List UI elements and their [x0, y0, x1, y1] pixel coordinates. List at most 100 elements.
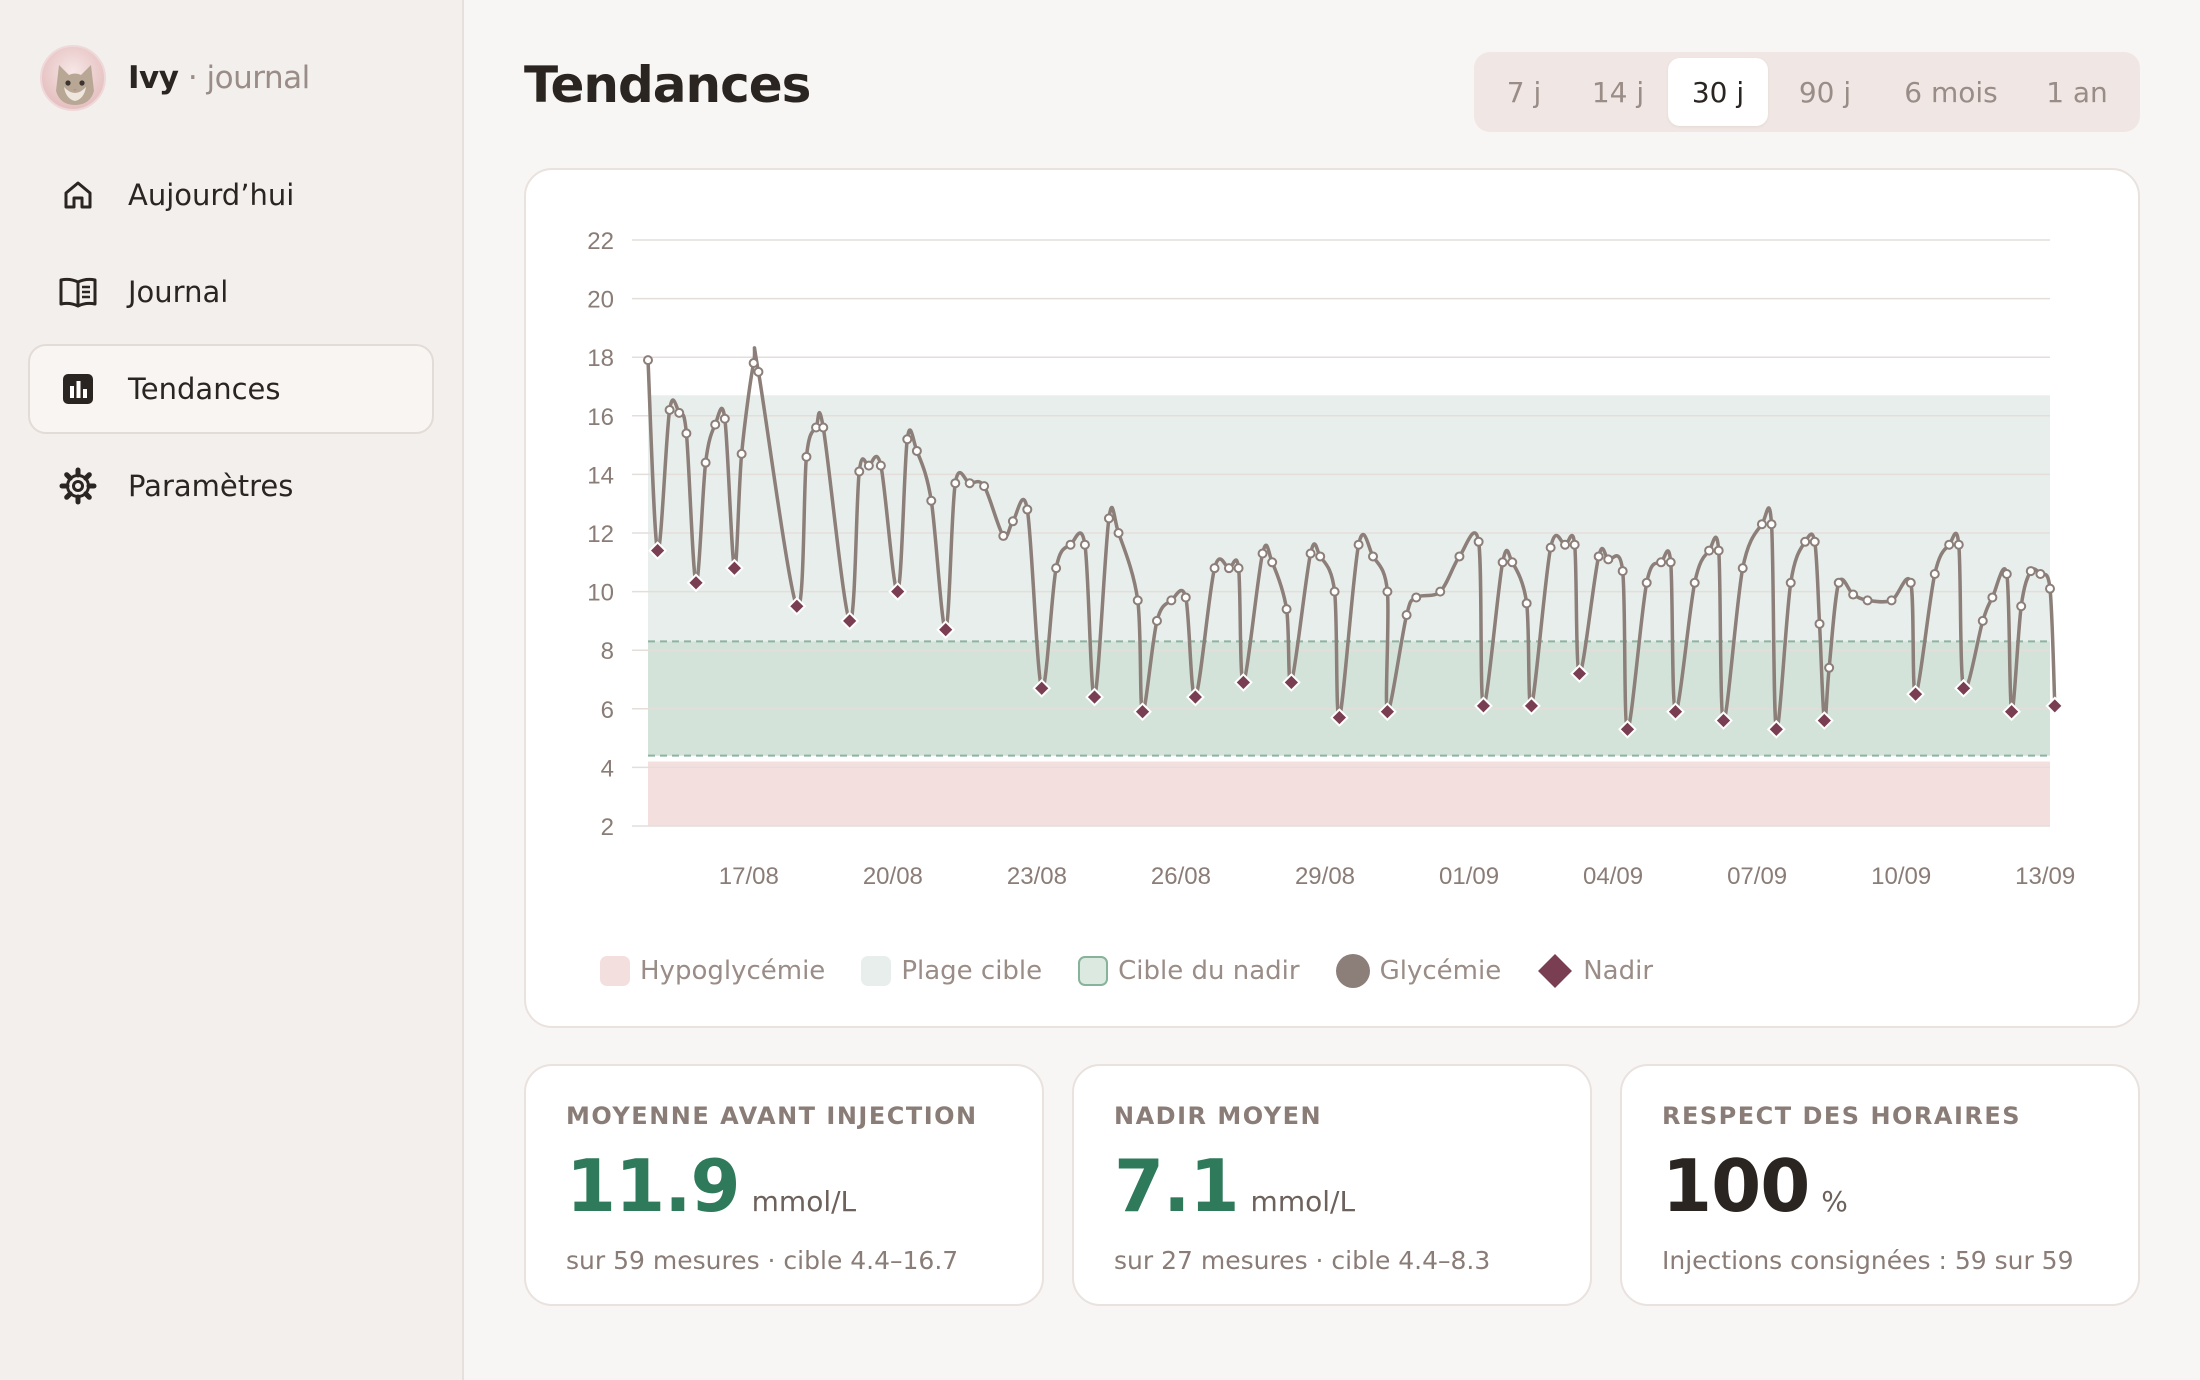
glucose-point	[1800, 536, 1811, 547]
bar-chart-icon	[58, 369, 98, 409]
glucose-point	[1223, 563, 1234, 574]
glucose-point	[736, 448, 747, 459]
y-tick-label: 2	[601, 814, 614, 841]
glucose-point	[1267, 557, 1278, 568]
glucose-point	[1051, 563, 1062, 574]
y-tick-label: 22	[587, 228, 614, 255]
glucose-point	[674, 407, 685, 418]
glucose-point	[875, 460, 886, 471]
x-tick-label: 20/08	[863, 863, 923, 890]
y-tick-label: 20	[587, 287, 614, 314]
glucose-point	[1507, 557, 1518, 568]
glucose-point	[1953, 539, 1964, 550]
glucose-point	[1656, 557, 1667, 568]
glucose-point	[1435, 586, 1446, 597]
glucose-point	[818, 422, 829, 433]
glucose-point	[1521, 598, 1532, 609]
sidebar-item-label: Tendances	[128, 372, 281, 406]
glucose-point	[1281, 604, 1292, 615]
x-tick-label: 23/08	[1007, 863, 1067, 890]
nadir-marker	[1474, 696, 1493, 716]
glucose-point	[1257, 548, 1268, 559]
glucose-point	[1560, 539, 1571, 550]
home-icon	[58, 175, 98, 215]
glucose-point	[700, 457, 711, 468]
glucose-point	[1987, 592, 1998, 603]
stat-unit: mmol/L	[751, 1185, 857, 1218]
range-90d-button[interactable]: 90 j	[1798, 75, 1852, 109]
glucose-point	[1737, 563, 1748, 574]
glucose-point	[1848, 589, 1859, 600]
nadir-marker	[648, 541, 668, 560]
legend-label: Plage cible	[901, 956, 1043, 986]
glucose-point	[1824, 662, 1835, 673]
glucose-point	[950, 478, 961, 489]
nadir-marker	[2002, 702, 2022, 722]
avatar[interactable]	[40, 45, 106, 111]
legend-label: Nadir	[1583, 956, 1654, 986]
page-title: Tendances	[524, 56, 811, 114]
glucose-point	[1665, 557, 1676, 568]
x-tick-label: 04/09	[1583, 863, 1643, 890]
x-tick-label: 29/08	[1295, 863, 1355, 890]
sidebar-item-today[interactable]: Aujourd’hui	[28, 150, 434, 240]
nadir-marker	[1329, 708, 1349, 728]
sidebar-item-label: Journal	[128, 275, 229, 309]
range-6m-button[interactable]: 6 mois	[1904, 75, 1998, 109]
glucose-point	[1022, 504, 1033, 515]
sidebar-item-label: Aujourd’hui	[128, 178, 295, 212]
glucose-point	[2001, 569, 2012, 580]
glucose-point	[681, 428, 692, 439]
glucose-point	[1209, 563, 1220, 574]
glucose-point	[1905, 577, 1916, 588]
legend-swatch-nadir-target	[1078, 956, 1109, 986]
glucose-point	[863, 460, 874, 471]
glucose-point	[1353, 539, 1364, 550]
glucose-point	[1329, 586, 1340, 597]
sidebar-nav: Aujourd’hui Journal Tendances	[28, 150, 434, 538]
nadir-marker	[1085, 687, 1104, 707]
range-1y-button[interactable]: 1 an	[2046, 75, 2108, 109]
nadir-marker	[888, 582, 908, 602]
glucose-point	[911, 445, 922, 456]
stat-label: NADIR MOYEN	[1114, 1102, 1323, 1130]
glucose-point	[1132, 595, 1143, 606]
chart-legend: Hypoglycémie Plage cible Cible du nadir …	[600, 954, 1689, 988]
glucose-point	[1411, 592, 1422, 603]
nadir-marker	[1281, 673, 1301, 692]
stat-card-avg-nadir: NADIR MOYEN 7.1 mmol/L sur 27 mesures · …	[1072, 1064, 1592, 1306]
x-tick-label: 26/08	[1151, 863, 1211, 890]
glucose-point	[1233, 563, 1244, 574]
glucose-point	[1833, 577, 1844, 588]
nadir-marker	[1714, 711, 1733, 730]
sidebar: Ivy · journal Aujourd’hui Journal Tendan…	[0, 0, 464, 1380]
glucose-point	[2045, 583, 2055, 594]
glucose-point	[1756, 519, 1767, 530]
gear-icon	[58, 466, 98, 506]
legend-swatch-target	[861, 956, 892, 986]
nadir-marker	[1522, 696, 1541, 716]
glucose-point	[1704, 545, 1715, 556]
sidebar-item-settings[interactable]: Paramètres	[28, 441, 434, 531]
nadir-marker	[1954, 678, 1973, 698]
range-7d-button[interactable]: 7 j	[1506, 75, 1542, 109]
sidebar-item-journal[interactable]: Journal	[28, 247, 434, 337]
glucose-point	[1689, 577, 1700, 588]
glucose-point	[979, 481, 990, 492]
nadir-marker	[1814, 711, 1834, 730]
app-name: Ivy	[128, 60, 179, 96]
range-30d-button[interactable]: 30 j	[1668, 58, 1768, 126]
stat-value: 11.9	[566, 1144, 741, 1228]
glucose-point	[1886, 595, 1897, 606]
range-14d-button[interactable]: 14 j	[1591, 75, 1645, 109]
nadir-marker	[840, 611, 860, 631]
x-tick-label: 01/09	[1439, 863, 1499, 890]
sidebar-item-trends[interactable]: Tendances	[28, 344, 434, 434]
glucose-point	[1079, 539, 1090, 550]
glucose-point	[1113, 528, 1124, 538]
stat-label: MOYENNE AVANT INJECTION	[566, 1102, 978, 1130]
glucose-chart-card: 2 4 6 8 10 12 14 16 18 20 22 17/08 20/08 23/08 26/08 2…	[524, 168, 2140, 1028]
legend-swatch-hypo	[600, 956, 630, 986]
stat-value: 100	[1662, 1144, 1810, 1228]
y-tick-label: 8	[601, 638, 614, 665]
